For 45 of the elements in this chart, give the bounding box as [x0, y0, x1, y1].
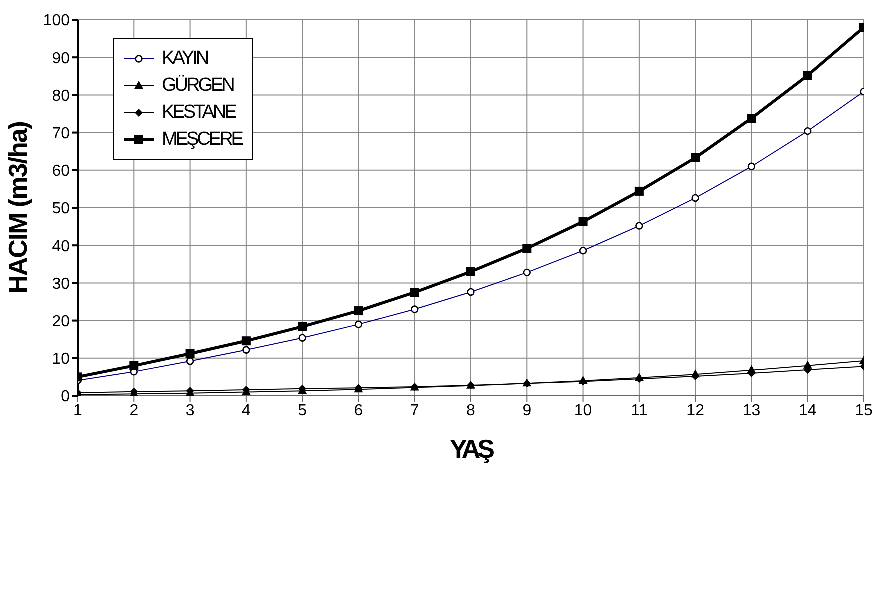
point: [522, 244, 532, 254]
legend-label: KESTANE: [162, 102, 236, 124]
x-tick-label: 2: [130, 402, 139, 420]
x-tick-label: 6: [354, 402, 364, 420]
y-tick-label: 90: [52, 50, 70, 68]
legend-label: KAYIN: [162, 48, 208, 70]
y-tick-label: 80: [52, 88, 70, 105]
x-tick-label: 13: [742, 402, 761, 420]
point: [747, 114, 756, 124]
y-tick-label: 70: [52, 125, 70, 142]
x-tick-label: 12: [686, 402, 705, 420]
y-tick-label: 0: [61, 388, 70, 406]
x-tick-label: 10: [574, 402, 592, 420]
x-tick-label: 3: [186, 402, 195, 420]
point: [298, 322, 308, 332]
point: [634, 186, 644, 196]
x-tick-label: 7: [410, 402, 420, 420]
y-tick-label: 60: [52, 163, 70, 180]
x-tick-label: 9: [522, 402, 532, 420]
y-tick-label: 100: [43, 12, 70, 30]
point: [466, 267, 476, 276]
x-axis-title: YAŞ: [450, 434, 495, 464]
y-tick-label: 50: [52, 200, 70, 218]
y-tick-label: 10: [52, 351, 70, 368]
point: [130, 361, 139, 370]
point: [691, 153, 700, 162]
x-tick-label: 14: [798, 402, 817, 420]
x-tick-label: 4: [242, 402, 251, 420]
point: [242, 336, 251, 346]
x-tick-label: 5: [298, 402, 308, 420]
x-tick-label: 15: [855, 402, 873, 420]
point: [354, 306, 364, 316]
x-tick-label: 11: [631, 402, 648, 420]
x-tick-label: 8: [466, 402, 476, 420]
point: [186, 349, 195, 358]
legend-label: GÜRGEN: [162, 74, 234, 96]
point: [410, 288, 420, 298]
y-axis-title: HACIM (m3/ha): [3, 122, 34, 294]
point: [578, 217, 588, 226]
y-tick-label: 30: [52, 276, 70, 293]
y-tick-label: 20: [52, 313, 70, 330]
y-tick-label: 40: [52, 238, 70, 256]
x-tick-label: 1: [74, 402, 83, 420]
point: [803, 71, 812, 80]
legend-label: MEŞCERE: [162, 128, 242, 150]
